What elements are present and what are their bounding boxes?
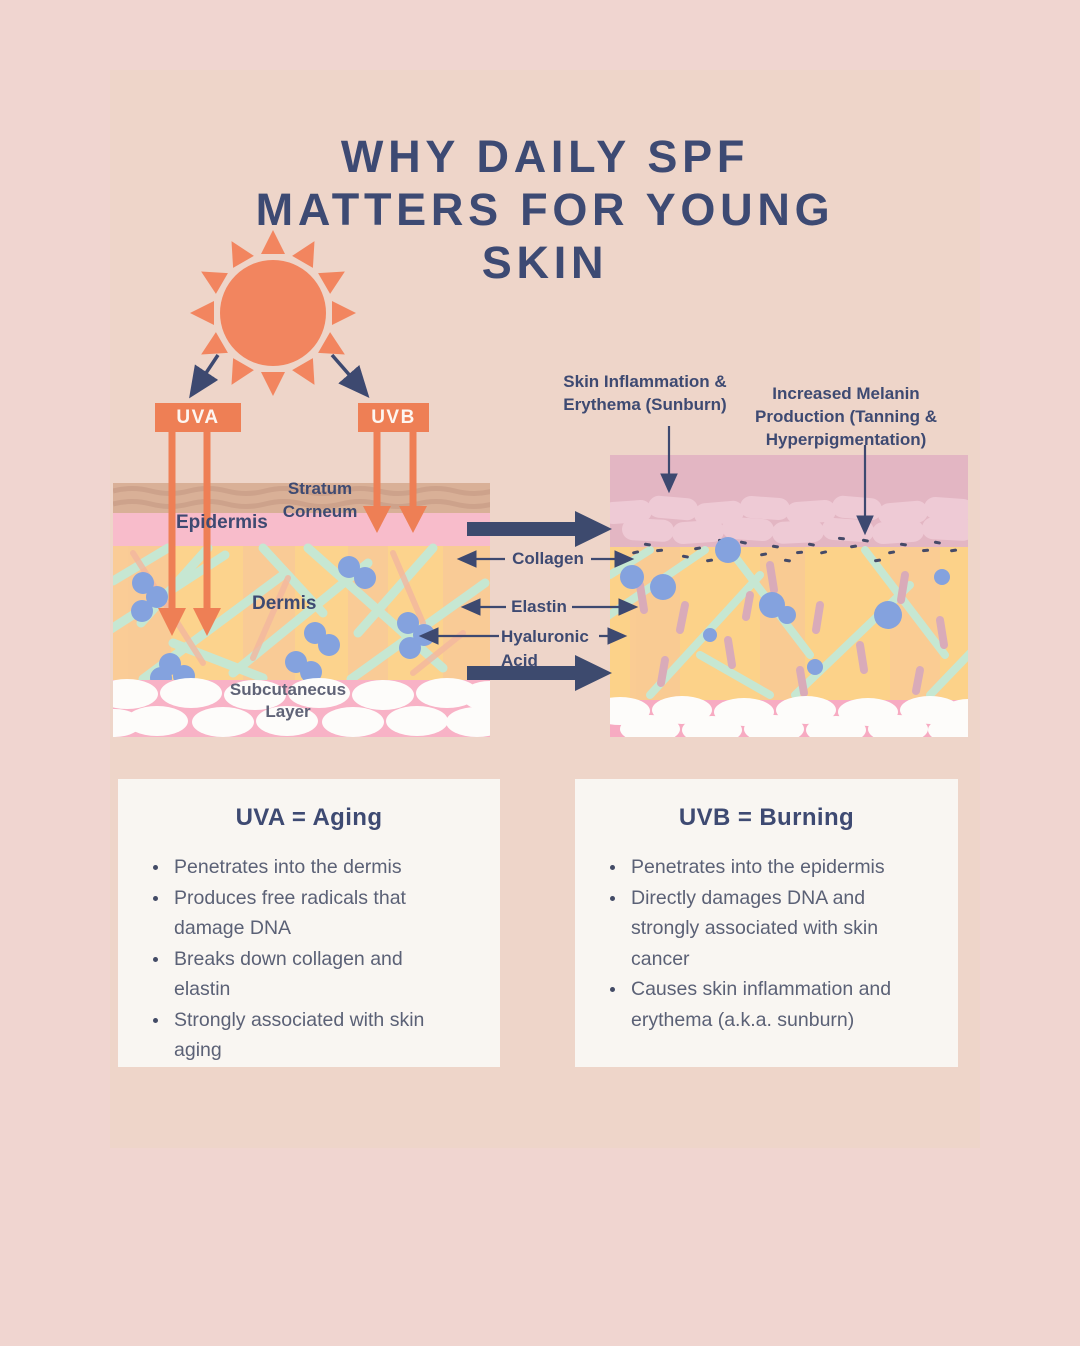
epidermis-transition-arrow xyxy=(467,511,612,547)
content-card: WHY DAILY SPF MATTERS FOR YOUNG SKIN xyxy=(110,70,980,1148)
uva-info-card: UVA = Aging Penetrates into the dermis P… xyxy=(118,779,500,1067)
sun-to-uvb-arrow xyxy=(330,353,370,398)
collagen-label: Collagen xyxy=(512,549,584,568)
epidermis-band xyxy=(113,513,490,546)
cells xyxy=(620,537,950,675)
sun-to-uva-arrow xyxy=(189,354,220,399)
list-item: Penetrates into the epidermis xyxy=(627,852,910,883)
title-line-1: WHY DAILY SPF xyxy=(340,131,750,182)
list-item: Strongly associated with skin aging xyxy=(170,1005,452,1066)
dermis-transition-arrow xyxy=(467,655,612,691)
uvb-bullet-list: Penetrates into the epidermis Directly d… xyxy=(575,852,958,1035)
fat-cells xyxy=(610,696,968,737)
uva-bullet-list: Penetrates into the dermis Produces free… xyxy=(118,852,500,1066)
uvb-card-title: UVB = Burning xyxy=(678,804,855,831)
stratum-corneum-label: Stratum Corneum xyxy=(282,479,358,521)
uva-ray-arrows xyxy=(158,431,221,636)
skin-diagram-healthy xyxy=(113,483,490,737)
sun-icon xyxy=(190,230,356,396)
list-item: Breaks down collagen and elastin xyxy=(170,944,452,1005)
uvb-label-box: UVB xyxy=(358,403,429,432)
melanin-annotation: Increased Melanin Production (Tanning & … xyxy=(755,384,937,449)
uva-label-box: UVA xyxy=(155,403,241,432)
page-title: WHY DAILY SPF MATTERS FOR YOUNG SKIN xyxy=(110,130,980,289)
epidermis-cells xyxy=(610,495,968,545)
epidermis-label: Epidermis xyxy=(176,512,268,533)
uvb-info-card: UVB = Burning Penetrates into the epider… xyxy=(575,779,958,1067)
uva-card-title: UVA = Aging xyxy=(235,804,383,831)
list-item: Penetrates into the dermis xyxy=(170,852,452,883)
component-pointer-arrows xyxy=(418,426,874,645)
list-item: Causes skin inflammation and erythema (a… xyxy=(627,974,910,1035)
elastin-label: Elastin xyxy=(511,597,567,616)
dermis-label: Dermis xyxy=(252,593,317,614)
title-line-2: MATTERS FOR YOUNG xyxy=(255,184,835,235)
title-line-3: SKIN xyxy=(481,237,609,288)
list-item: Directly damages DNA and strongly associ… xyxy=(627,883,910,975)
stratum-texture xyxy=(113,486,490,509)
uvb-ray-arrows xyxy=(363,431,427,533)
arrows-overlay xyxy=(158,353,874,691)
damaged-elastin-strokes xyxy=(636,561,948,697)
list-item: Produces free radicals that damage DNA xyxy=(170,883,452,944)
inflammation-annotation: Skin Inflammation & Erythema (Sunburn) xyxy=(563,372,727,414)
subcutaneous-label: Subcutanecus Layer xyxy=(229,680,347,721)
hyaluronic-acid-label: Hyaluronic Acid xyxy=(501,627,589,670)
uvb-label: UVB xyxy=(371,406,416,428)
fat-cells xyxy=(113,678,490,737)
uva-label: UVA xyxy=(176,406,220,428)
skin-diagram-damaged xyxy=(610,455,968,737)
